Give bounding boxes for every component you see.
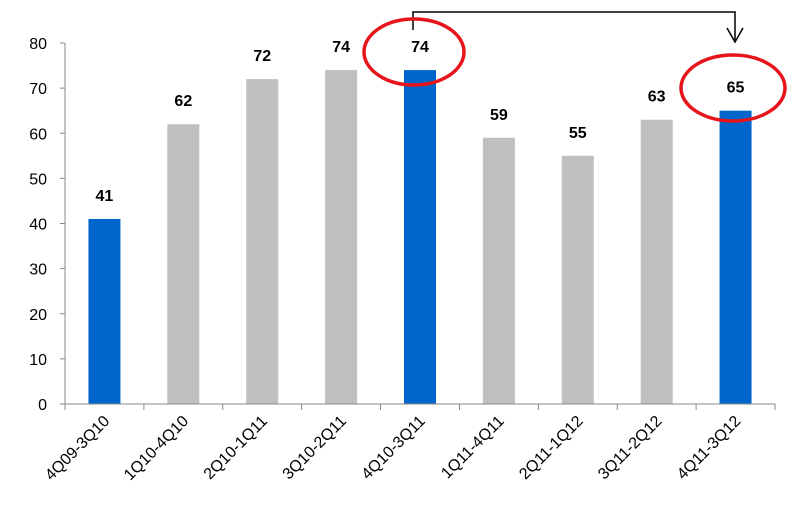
annotation bbox=[362, 11, 787, 123]
bar bbox=[640, 119, 673, 405]
x-tick-label: 3Q10-2Q11 bbox=[280, 413, 350, 483]
x-tick-label: 1Q10-4Q10 bbox=[121, 413, 192, 484]
data-label: 55 bbox=[569, 125, 587, 142]
data-label: 74 bbox=[411, 39, 429, 56]
y-tick-label: 70 bbox=[29, 81, 47, 98]
bar bbox=[719, 110, 752, 404]
x-tick-label: 4Q11-3Q12 bbox=[674, 413, 744, 483]
y-tick-label: 40 bbox=[29, 217, 47, 234]
y-tick-label: 60 bbox=[29, 126, 47, 143]
data-label: 62 bbox=[174, 93, 192, 110]
data-label: 41 bbox=[96, 188, 114, 205]
data-label: 72 bbox=[253, 48, 271, 65]
y-tick-label: 20 bbox=[29, 307, 47, 324]
y-tick-label: 0 bbox=[38, 397, 47, 414]
data-label: 63 bbox=[648, 89, 666, 106]
y-tick-label: 50 bbox=[29, 171, 47, 188]
data-label: 65 bbox=[727, 80, 745, 97]
data-label: 59 bbox=[490, 107, 508, 124]
x-tick-label: 4Q10-3Q11 bbox=[359, 413, 429, 483]
arrow-line bbox=[412, 11, 736, 40]
bar bbox=[246, 79, 279, 404]
arrow-head bbox=[726, 27, 744, 44]
bar bbox=[88, 218, 121, 404]
bar bbox=[167, 124, 200, 404]
data-label: 74 bbox=[332, 39, 350, 56]
y-tick-label: 30 bbox=[29, 262, 47, 279]
x-tick-label: 3Q11-2Q12 bbox=[595, 413, 665, 483]
x-tick-label: 4Q09-3Q10 bbox=[42, 413, 113, 484]
bar bbox=[404, 70, 436, 404]
highlight-ellipse bbox=[362, 17, 466, 87]
highlight-ellipse bbox=[679, 53, 787, 123]
x-tick-label: 1Q11-4Q11 bbox=[438, 413, 508, 483]
y-tick-label: 10 bbox=[29, 352, 47, 369]
y-tick-label: 80 bbox=[29, 36, 47, 53]
bar bbox=[482, 137, 515, 404]
bar bbox=[325, 70, 358, 404]
bar bbox=[561, 155, 594, 404]
x-tick-label: 2Q11-1Q12 bbox=[516, 413, 586, 483]
x-tick-label: 2Q10-1Q11 bbox=[201, 413, 271, 483]
